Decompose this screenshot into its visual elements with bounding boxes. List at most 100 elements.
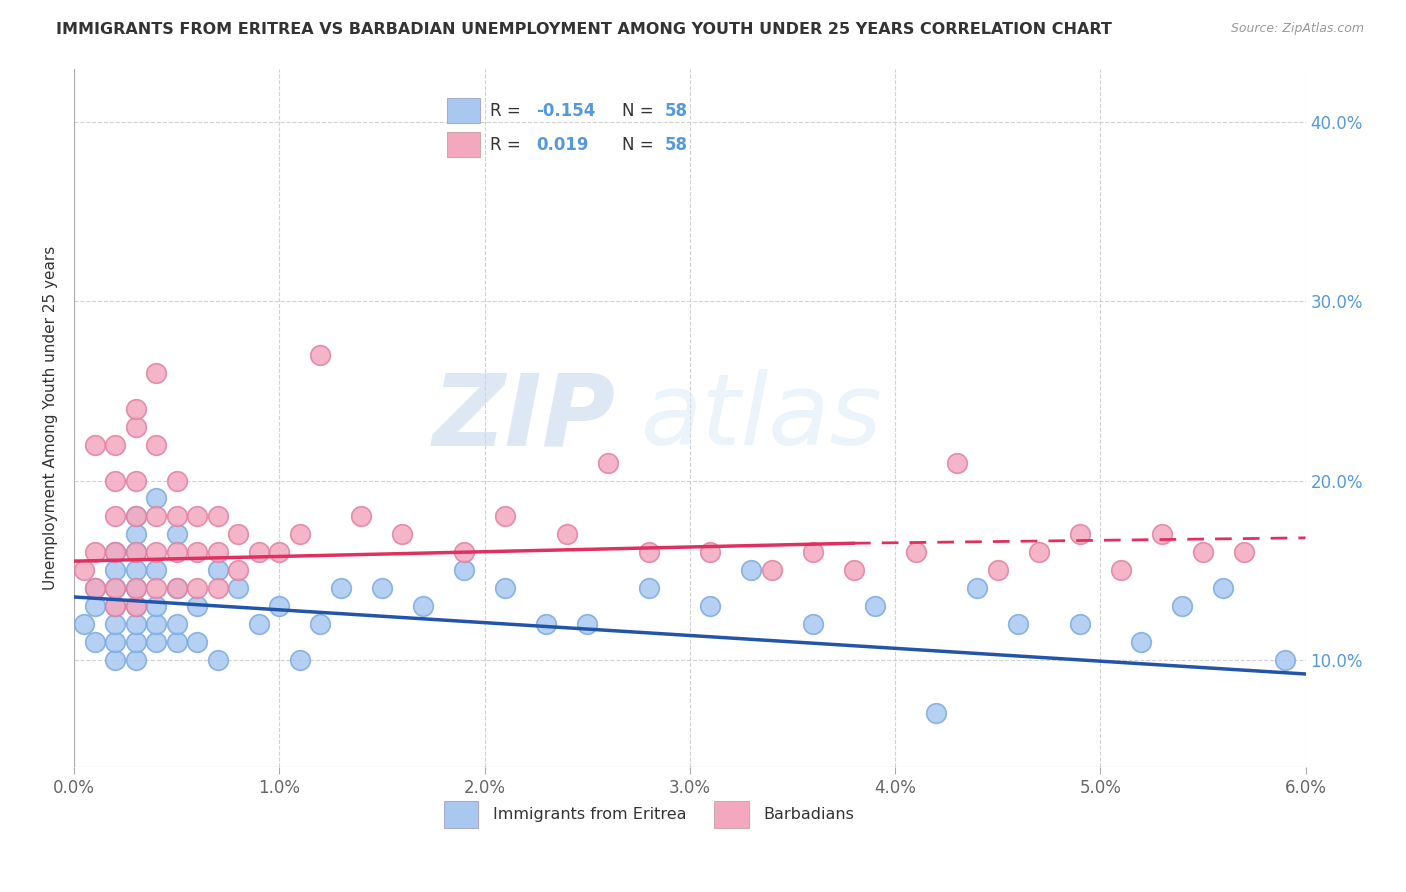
Point — [104, 509, 127, 524]
Point — [124, 599, 146, 613]
Point — [453, 563, 475, 577]
Point — [391, 527, 413, 541]
Point — [145, 491, 167, 506]
Y-axis label: Unemployment Among Youth under 25 years: Unemployment Among Youth under 25 years — [44, 245, 58, 590]
Point — [186, 509, 208, 524]
Point — [761, 563, 783, 577]
Point — [247, 545, 270, 559]
Point — [186, 634, 208, 648]
Point — [124, 545, 146, 559]
Point — [412, 599, 434, 613]
Point — [494, 581, 516, 595]
Point — [1150, 527, 1173, 541]
Point — [1069, 616, 1091, 631]
Point — [104, 545, 127, 559]
Point — [309, 616, 332, 631]
Point — [104, 616, 127, 631]
Point — [1171, 599, 1194, 613]
Point — [104, 599, 127, 613]
Point — [104, 599, 127, 613]
Point — [1192, 545, 1215, 559]
Text: IMMIGRANTS FROM ERITREA VS BARBADIAN UNEMPLOYMENT AMONG YOUTH UNDER 25 YEARS COR: IMMIGRANTS FROM ERITREA VS BARBADIAN UNE… — [56, 22, 1112, 37]
Point — [801, 616, 824, 631]
Point — [124, 419, 146, 434]
Point — [83, 634, 105, 648]
Point — [226, 527, 249, 541]
Point — [166, 509, 188, 524]
Point — [104, 545, 127, 559]
Point — [699, 545, 721, 559]
Point — [842, 563, 865, 577]
Point — [1130, 634, 1153, 648]
Point — [494, 509, 516, 524]
Point — [145, 581, 167, 595]
Point — [83, 438, 105, 452]
Point — [104, 581, 127, 595]
Point — [987, 563, 1010, 577]
Point — [1109, 563, 1132, 577]
Point — [945, 456, 967, 470]
Point — [124, 545, 146, 559]
Point — [966, 581, 988, 595]
Point — [1274, 653, 1296, 667]
Text: atlas: atlas — [641, 369, 882, 467]
Point — [104, 653, 127, 667]
Point — [124, 581, 146, 595]
Point — [1069, 527, 1091, 541]
Point — [207, 581, 229, 595]
Point — [83, 581, 105, 595]
Point — [186, 581, 208, 595]
Point — [73, 563, 96, 577]
Point — [288, 653, 311, 667]
Point — [269, 599, 291, 613]
Point — [124, 401, 146, 416]
Point — [145, 509, 167, 524]
Text: ZIP: ZIP — [433, 369, 616, 467]
Point — [226, 581, 249, 595]
Point — [166, 634, 188, 648]
Point — [166, 527, 188, 541]
Point — [1028, 545, 1050, 559]
Point — [124, 527, 146, 541]
Point — [145, 545, 167, 559]
Text: Source: ZipAtlas.com: Source: ZipAtlas.com — [1230, 22, 1364, 36]
Point — [124, 634, 146, 648]
Point — [124, 563, 146, 577]
Point — [166, 581, 188, 595]
Point — [637, 545, 659, 559]
Point — [1007, 616, 1029, 631]
Point — [104, 634, 127, 648]
Point — [555, 527, 578, 541]
Point — [145, 366, 167, 380]
Point — [247, 616, 270, 631]
Point — [166, 545, 188, 559]
Point — [329, 581, 352, 595]
Point — [309, 348, 332, 362]
Point — [534, 616, 557, 631]
Point — [186, 599, 208, 613]
Point — [124, 581, 146, 595]
Point — [83, 599, 105, 613]
Point — [166, 474, 188, 488]
Point — [104, 474, 127, 488]
Point — [104, 438, 127, 452]
Point — [863, 599, 886, 613]
Point — [124, 653, 146, 667]
Point — [124, 509, 146, 524]
Point — [166, 616, 188, 631]
Point — [166, 581, 188, 595]
Point — [207, 509, 229, 524]
Point — [740, 563, 762, 577]
Point — [145, 563, 167, 577]
Point — [453, 545, 475, 559]
Point — [1233, 545, 1256, 559]
Point — [104, 581, 127, 595]
Point — [124, 599, 146, 613]
Point — [145, 616, 167, 631]
Point — [596, 456, 619, 470]
Point — [73, 616, 96, 631]
Point — [1212, 581, 1234, 595]
Point — [124, 474, 146, 488]
Point — [145, 599, 167, 613]
Point — [145, 438, 167, 452]
